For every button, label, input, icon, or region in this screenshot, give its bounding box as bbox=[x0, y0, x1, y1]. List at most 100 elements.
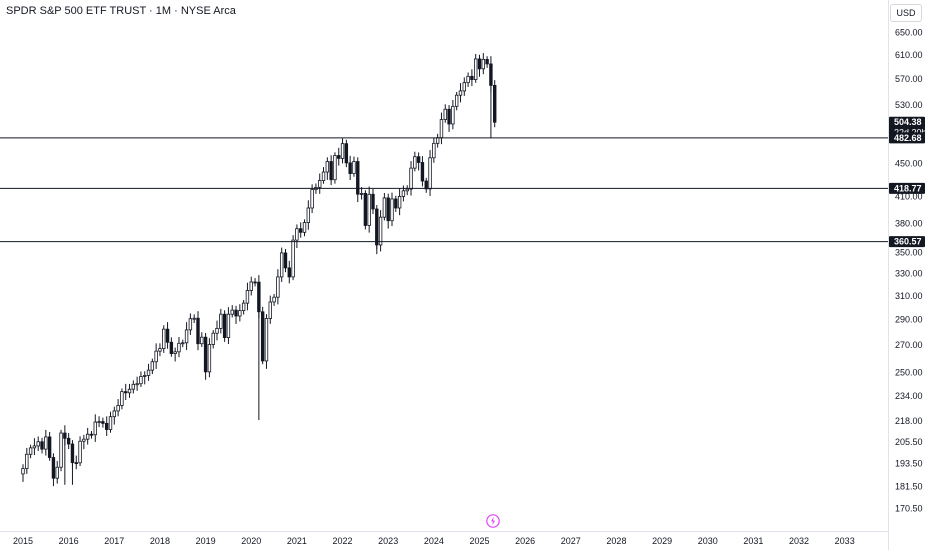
candle bbox=[241, 299, 246, 315]
candle-body-down bbox=[283, 252, 288, 269]
candle bbox=[257, 275, 261, 319]
candle bbox=[158, 343, 162, 357]
candle-body-down bbox=[470, 75, 474, 80]
candle-body-up bbox=[116, 405, 120, 412]
candle bbox=[165, 322, 170, 349]
candle bbox=[150, 358, 155, 375]
candle bbox=[344, 139, 349, 168]
candle bbox=[74, 455, 78, 470]
time-tick-label: 2015 bbox=[13, 536, 33, 546]
tradingview-logo-icon[interactable] bbox=[486, 514, 500, 528]
candle bbox=[215, 320, 219, 341]
candle bbox=[184, 322, 189, 350]
candle bbox=[154, 343, 158, 369]
candle-body-down bbox=[489, 63, 493, 86]
candle-body-up bbox=[127, 388, 132, 394]
candle bbox=[55, 460, 59, 484]
candle-body-down bbox=[196, 317, 200, 345]
candle bbox=[192, 314, 196, 324]
price-tick-label: 218.00 bbox=[895, 416, 923, 426]
price-tick-label: 530.00 bbox=[895, 100, 923, 110]
candle-body-down bbox=[63, 432, 67, 439]
candle-body-up bbox=[55, 466, 59, 479]
price-label-bg bbox=[889, 182, 925, 194]
candle-body-up bbox=[226, 313, 231, 338]
candle bbox=[481, 53, 486, 75]
candle bbox=[420, 156, 425, 187]
candle-body-up bbox=[264, 318, 269, 362]
candle bbox=[333, 152, 337, 184]
candle-body-up bbox=[432, 142, 436, 159]
candle bbox=[375, 205, 379, 250]
candle-body-up bbox=[173, 351, 177, 354]
candle bbox=[260, 306, 265, 365]
candle bbox=[78, 436, 82, 467]
candle-body-down bbox=[101, 421, 105, 424]
candle-body-up bbox=[443, 108, 447, 121]
candle-body-down bbox=[47, 436, 52, 458]
candle-body-down bbox=[329, 161, 333, 181]
candle bbox=[409, 161, 413, 196]
candles-group bbox=[21, 53, 497, 487]
candle-body-up bbox=[397, 196, 402, 209]
candle-body-up bbox=[439, 119, 444, 139]
candle-body-up bbox=[268, 301, 272, 319]
candle-body-down bbox=[344, 143, 349, 164]
candle bbox=[28, 444, 33, 459]
candle-body-down bbox=[299, 228, 303, 233]
candle bbox=[146, 363, 151, 381]
price-tick-label: 290.00 bbox=[895, 315, 923, 325]
price-label: 482.68 bbox=[889, 132, 925, 144]
candle bbox=[40, 437, 44, 454]
candle-body-up bbox=[333, 155, 337, 181]
candle-body-up bbox=[177, 342, 181, 353]
candle bbox=[104, 416, 109, 436]
candle bbox=[97, 416, 101, 428]
time-tick-label: 2032 bbox=[789, 536, 809, 546]
candle-body-down bbox=[287, 267, 291, 278]
candle bbox=[127, 383, 132, 398]
price-tick-label: 181.50 bbox=[895, 481, 923, 491]
candle bbox=[348, 155, 352, 181]
price-tick-label: 330.00 bbox=[895, 269, 923, 279]
candle bbox=[325, 157, 330, 180]
candle-body-up bbox=[405, 188, 409, 192]
candle-body-down bbox=[424, 180, 428, 190]
candle-body-up bbox=[28, 447, 33, 455]
candle-body-down bbox=[51, 457, 56, 479]
candle bbox=[230, 305, 234, 318]
candle-body-down bbox=[234, 309, 238, 317]
candle-body-down bbox=[70, 443, 75, 464]
candle bbox=[443, 104, 447, 123]
candle-body-up bbox=[401, 190, 406, 197]
currency-button[interactable]: USD bbox=[890, 4, 922, 22]
candle-body-up bbox=[306, 207, 311, 223]
candle bbox=[139, 371, 143, 387]
candle-body-up bbox=[238, 310, 242, 317]
time-tick-label: 2028 bbox=[606, 536, 626, 546]
candle-body-down bbox=[485, 59, 489, 65]
candle-body-up bbox=[435, 137, 440, 144]
candle bbox=[477, 54, 482, 77]
candle bbox=[279, 247, 284, 282]
candle bbox=[93, 414, 97, 442]
candle bbox=[51, 453, 56, 487]
candle bbox=[356, 157, 360, 203]
candle bbox=[249, 276, 253, 296]
candle bbox=[143, 371, 147, 385]
time-tick-label: 2017 bbox=[104, 536, 124, 546]
candle bbox=[124, 383, 128, 401]
chart-title: SPDR S&P 500 ETF TRUST · 1M · NYSE Arca bbox=[6, 5, 236, 17]
candle bbox=[59, 429, 63, 472]
candle bbox=[135, 376, 139, 391]
candle-body-up bbox=[481, 59, 486, 70]
candle-body-up bbox=[241, 302, 246, 311]
candle bbox=[439, 112, 444, 145]
price-label-value: 504.38 bbox=[894, 117, 922, 127]
candle-body-up bbox=[93, 421, 97, 436]
time-tick-label: 2019 bbox=[196, 536, 216, 546]
candle bbox=[386, 193, 390, 229]
candle-body-up bbox=[462, 82, 466, 92]
candle bbox=[447, 105, 451, 132]
